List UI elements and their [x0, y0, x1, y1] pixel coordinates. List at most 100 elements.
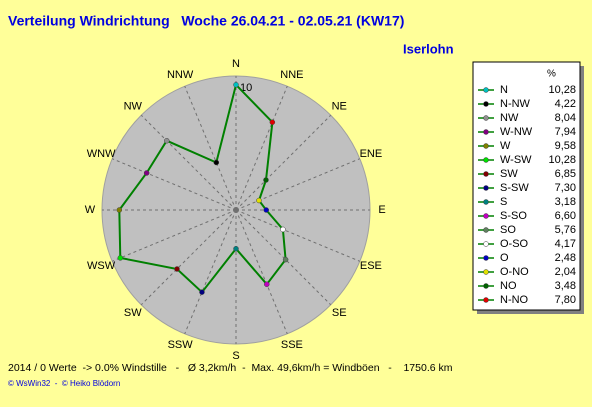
legend-label: SO: [500, 224, 516, 236]
legend-marker: [483, 241, 489, 247]
data-point: [269, 119, 276, 125]
legend-label: N-NW: [500, 98, 531, 110]
direction-label: SW: [124, 307, 142, 319]
legend-marker: [483, 269, 489, 275]
direction-label: NE: [332, 101, 347, 113]
spoke: [140, 209, 237, 306]
credits: © WsWin32 - © Heiko Blödorn: [8, 379, 120, 388]
legend-marker: [483, 101, 489, 107]
spoke: [140, 114, 237, 211]
spoke: [184, 209, 237, 334]
spoke: [235, 86, 288, 211]
footer: 2014 / 0 Werte -> 0.0% Windstille - Ø 3,…: [8, 362, 453, 374]
spoke: [235, 209, 332, 306]
legend-label: SW: [500, 168, 518, 180]
legend-marker: [483, 157, 489, 163]
spoke: [112, 158, 237, 211]
legend-value: 10,28: [548, 84, 576, 96]
data-point: [213, 159, 220, 166]
direction-label: SE: [332, 307, 347, 319]
legend-value: 10,28: [548, 154, 576, 166]
data-point: [116, 207, 123, 213]
legend-label: NW: [500, 112, 519, 124]
legend-marker: [483, 227, 489, 233]
spoke: [235, 158, 360, 211]
direction-label: SSW: [168, 339, 194, 351]
legend-label: O-NO: [500, 266, 529, 278]
direction-label: WNW: [87, 148, 116, 160]
legend-marker: [483, 129, 489, 135]
legend-value: 4,22: [555, 98, 576, 110]
data-point: [233, 245, 239, 252]
data-point: [256, 197, 262, 204]
direction-label: SSE: [281, 339, 303, 351]
legend-label: W: [500, 140, 511, 152]
legend-value: 4,17: [555, 238, 576, 250]
legend-marker: [483, 283, 489, 289]
direction-label: NNW: [167, 69, 194, 81]
legend-value: 7,94: [555, 126, 576, 138]
spoke: [112, 209, 237, 262]
direction-label: ESE: [360, 260, 382, 272]
legend-header: %: [547, 69, 556, 80]
legend-label: S-SW: [500, 182, 529, 194]
legend-label: W-NW: [500, 126, 533, 138]
legend-value: 6,85: [555, 168, 576, 180]
direction-label: ENE: [360, 148, 383, 160]
spoke: [235, 209, 360, 262]
location: Iserlohn: [403, 41, 454, 56]
legend-value: 8,04: [555, 112, 576, 124]
legend-marker: [483, 185, 489, 191]
direction-label: W: [85, 204, 96, 216]
legend-value: 9,58: [555, 140, 576, 152]
chart-title: Verteilung Windrichtung Woche 26.04.21 -…: [8, 13, 404, 29]
legend-label: W-SW: [500, 154, 532, 166]
legend-value: 7,80: [555, 294, 576, 306]
legend-label: O: [500, 252, 509, 264]
legend-value: 2,04: [555, 266, 576, 278]
data-point: [233, 82, 239, 88]
legend-marker: [483, 297, 489, 303]
legend-marker: [483, 199, 489, 205]
direction-label: E: [378, 204, 385, 216]
data-point: [263, 177, 269, 183]
data-point: [163, 137, 170, 144]
legend-label: N-NO: [500, 294, 529, 306]
direction-label: N: [232, 58, 240, 70]
legend-label: S: [500, 196, 507, 208]
legend-marker: [483, 171, 489, 177]
legend-value: 6,60: [555, 210, 576, 222]
data-point: [199, 289, 205, 295]
spoke: [184, 86, 237, 211]
legend-marker: [483, 115, 489, 121]
legend-label: NO: [500, 280, 517, 292]
data-point: [282, 256, 289, 263]
data-point: [143, 170, 150, 176]
direction-label: NNE: [280, 69, 303, 81]
direction-label: WSW: [87, 260, 116, 272]
legend-marker: [483, 213, 489, 219]
spoke: [235, 114, 332, 211]
legend-value: 2,48: [555, 252, 576, 264]
legend-marker: [483, 87, 489, 93]
data-point: [264, 281, 270, 288]
data-point: [280, 226, 286, 233]
legend-value: 7,30: [555, 182, 576, 194]
legend-marker: [483, 255, 489, 261]
legend-value: 3,18: [555, 196, 576, 208]
direction-label: S: [232, 350, 239, 362]
data-point: [263, 207, 269, 213]
legend-label: O-SO: [500, 238, 529, 250]
legend-value: 3,48: [555, 280, 576, 292]
data-point: [117, 255, 124, 261]
data-point: [174, 266, 180, 272]
r-tick-label: 10: [240, 82, 252, 94]
legend-marker: [483, 143, 489, 149]
legend-label: N: [500, 84, 508, 96]
legend-label: S-SO: [500, 210, 527, 222]
spoke: [235, 209, 288, 334]
direction-label: NW: [124, 101, 143, 113]
legend-value: 5,76: [555, 224, 576, 236]
